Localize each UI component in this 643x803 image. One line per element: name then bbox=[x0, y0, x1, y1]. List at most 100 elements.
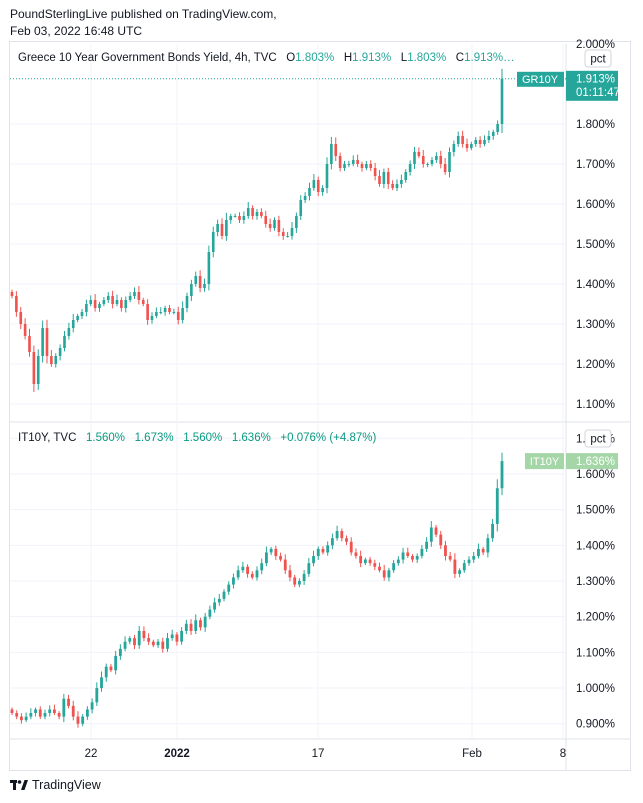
candle-body bbox=[220, 224, 224, 236]
symbol-tag-label: GR10Y bbox=[522, 74, 559, 86]
candle-body bbox=[207, 252, 211, 284]
candle-body bbox=[208, 609, 212, 617]
candle-body bbox=[335, 531, 339, 539]
y-tick-label: 1.000% bbox=[576, 683, 615, 695]
candle-body bbox=[338, 156, 342, 168]
candle-body bbox=[387, 570, 391, 578]
candle-body bbox=[351, 160, 355, 164]
candle-body bbox=[246, 208, 250, 216]
candle-body bbox=[109, 666, 113, 671]
candle-body bbox=[229, 216, 233, 220]
x-tick-label: Feb bbox=[462, 748, 482, 760]
candle-body bbox=[474, 140, 478, 144]
chart-frame bbox=[9, 41, 631, 771]
candle-body bbox=[307, 563, 311, 574]
candle-body bbox=[260, 212, 263, 216]
candle-body bbox=[114, 655, 118, 671]
candle-body bbox=[467, 559, 471, 564]
candle-body bbox=[156, 641, 160, 646]
candle-body bbox=[41, 328, 44, 356]
italy-low-value: 1.560% bbox=[183, 432, 223, 444]
candle-body bbox=[203, 616, 207, 628]
candle-body bbox=[330, 538, 334, 546]
candle-body bbox=[279, 556, 282, 560]
candle-body bbox=[28, 336, 31, 352]
candle-body bbox=[386, 172, 390, 184]
candle-body bbox=[496, 124, 499, 132]
y-tick-label: 1.100% bbox=[576, 647, 615, 659]
candle-body bbox=[141, 300, 145, 304]
tradingview-footer[interactable]: TradingView bbox=[10, 778, 101, 792]
candle-body bbox=[246, 566, 249, 574]
candle-body bbox=[255, 212, 259, 216]
y-tick-label: 1.300% bbox=[576, 319, 615, 331]
candle-body bbox=[115, 300, 119, 304]
candle-body bbox=[222, 591, 226, 599]
candle-body bbox=[185, 296, 189, 308]
candle-body bbox=[481, 548, 485, 553]
candle-body bbox=[133, 638, 136, 646]
candle-body bbox=[48, 709, 52, 714]
candle-body bbox=[241, 566, 245, 571]
candle-body bbox=[23, 324, 27, 336]
candle-body bbox=[93, 300, 97, 308]
candle-body bbox=[71, 320, 75, 328]
candle-body bbox=[420, 548, 424, 557]
candle-body bbox=[354, 552, 358, 557]
candle-body bbox=[95, 688, 99, 703]
candle-body bbox=[426, 164, 429, 165]
symbol-tag bbox=[517, 71, 564, 87]
y-tick-label: 1.400% bbox=[576, 279, 615, 291]
candle-body bbox=[43, 713, 47, 717]
candle-body bbox=[242, 216, 246, 220]
ohlc-close-value: 1.913%… bbox=[464, 52, 515, 64]
candle-body bbox=[486, 538, 490, 553]
candle-body bbox=[67, 698, 70, 706]
candle-body bbox=[265, 552, 268, 564]
candle-body bbox=[483, 140, 486, 144]
candle-body bbox=[57, 713, 61, 717]
candle-body bbox=[10, 292, 14, 296]
candle-body bbox=[225, 220, 228, 236]
candle-body bbox=[274, 548, 278, 557]
candle-body bbox=[81, 716, 85, 724]
candle-body bbox=[369, 164, 373, 168]
candle-body bbox=[85, 709, 89, 717]
candle-body bbox=[343, 164, 346, 168]
candle-body bbox=[32, 352, 36, 384]
candle-body bbox=[444, 545, 447, 557]
candle-body bbox=[10, 709, 14, 714]
candle-body bbox=[211, 232, 215, 252]
candle-body bbox=[54, 356, 58, 364]
greece-title: Greece 10 Year Government Bonds Yield, 4… bbox=[18, 52, 277, 64]
candle-body bbox=[63, 336, 66, 348]
candle-body bbox=[123, 641, 127, 649]
candle-body bbox=[172, 312, 176, 313]
candle-body bbox=[297, 581, 301, 585]
candle-body bbox=[133, 292, 136, 296]
candle-body bbox=[194, 620, 198, 631]
candle-body bbox=[147, 638, 151, 642]
candle-body bbox=[227, 584, 231, 592]
publish-date: Feb 03, 2022 16:48 UTC bbox=[10, 24, 143, 38]
candle-body bbox=[286, 236, 289, 237]
candle-body bbox=[238, 216, 241, 220]
candle-body bbox=[189, 623, 193, 631]
candle-body bbox=[58, 348, 62, 356]
candle-body bbox=[365, 164, 368, 168]
candle-body bbox=[462, 563, 466, 571]
ohlc-open-label: O bbox=[286, 52, 296, 64]
ohlc-high-value: 1.913% bbox=[352, 52, 392, 64]
candle-body bbox=[203, 284, 206, 288]
candle-body bbox=[89, 300, 93, 304]
price-tag-countdown: 01:11:47 bbox=[576, 87, 620, 99]
candle-body bbox=[52, 709, 56, 714]
candle-body bbox=[15, 296, 18, 312]
candle-body bbox=[500, 78, 504, 124]
ohlc-close-label: C bbox=[455, 52, 465, 64]
candle-body bbox=[216, 224, 219, 232]
candle-body bbox=[20, 716, 23, 721]
candle-body bbox=[190, 284, 193, 296]
candle-body bbox=[312, 180, 316, 188]
